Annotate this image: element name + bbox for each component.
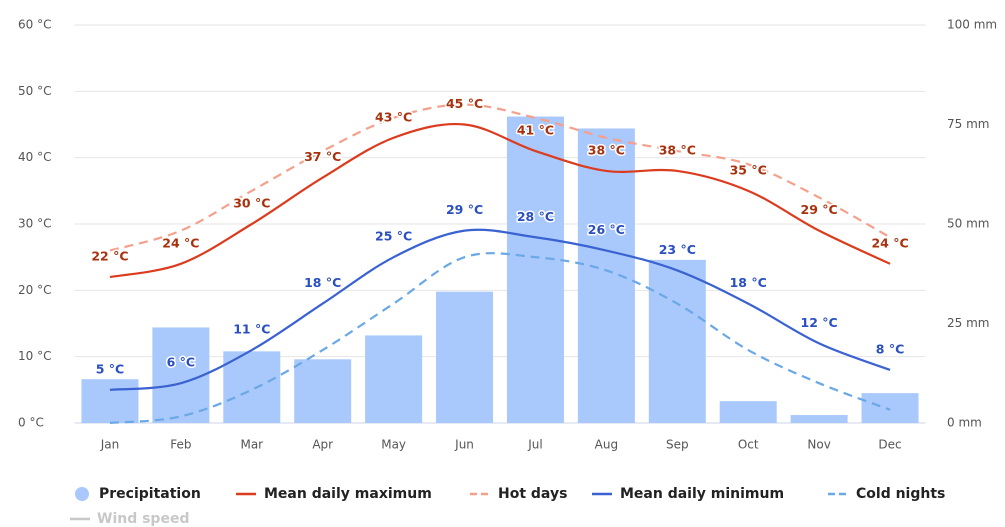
data-label: 5 °C <box>96 361 124 376</box>
x-tick-label: Apr <box>312 438 333 452</box>
data-label: 11 °C <box>233 322 270 337</box>
legend-label: Mean daily maximum <box>264 486 432 502</box>
bar <box>790 415 848 423</box>
bar <box>719 401 777 423</box>
data-label: 22 °C <box>91 249 128 264</box>
data-label: 35 °C <box>730 162 767 177</box>
bar <box>861 393 919 423</box>
x-tick-label: Jul <box>527 438 542 452</box>
bar <box>294 359 352 423</box>
y-tick-label: 20 °C <box>18 283 51 297</box>
bar <box>223 351 281 423</box>
y2-tick-label: 25 mm <box>947 316 989 330</box>
y2-tick-label: 75 mm <box>947 117 989 131</box>
line <box>109 103 891 252</box>
bar <box>365 335 423 423</box>
y2-tick-label: 50 mm <box>947 217 989 231</box>
data-label: 41 °C <box>517 123 554 138</box>
x-tick-label: Sep <box>666 438 689 452</box>
data-label: 18 °C <box>304 275 341 290</box>
data-label: 24 °C <box>162 235 199 250</box>
data-label: 12 °C <box>801 315 838 330</box>
legend-label: Precipitation <box>99 486 201 502</box>
line <box>109 252 891 425</box>
data-label: 29 °C <box>801 202 838 217</box>
data-label: 30 °C <box>233 196 270 211</box>
y-tick-label: 50 °C <box>18 84 51 98</box>
data-label: 37 °C <box>304 149 341 164</box>
data-label: 45 °C <box>446 96 483 111</box>
legend-label: Mean daily minimum <box>620 486 784 502</box>
data-label: 28 °C <box>517 209 554 224</box>
data-label: 38 °C <box>659 142 696 157</box>
y2-tick-label: 100 mm <box>947 18 997 32</box>
legend-label: Cold nights <box>856 486 945 502</box>
data-label: 24 °C <box>871 235 908 250</box>
data-label: 23 °C <box>659 242 696 257</box>
data-label: 26 °C <box>588 222 625 237</box>
bar <box>152 327 210 423</box>
x-tick-label: Feb <box>170 438 191 452</box>
bar <box>81 379 139 423</box>
y-tick-label: 30 °C <box>18 217 51 231</box>
x-tick-label: May <box>381 438 406 452</box>
legend-label: Wind speed <box>97 511 189 527</box>
x-tick-label: Oct <box>738 438 759 452</box>
x-tick-label: Jun <box>454 438 474 452</box>
x-tick-label: Dec <box>878 438 901 452</box>
data-label: 38 °C <box>588 142 625 157</box>
data-label: 8 °C <box>876 341 904 356</box>
line <box>109 122 891 279</box>
legend-label: Hot days <box>498 486 567 502</box>
data-label: 6 °C <box>167 355 195 370</box>
line <box>109 228 891 391</box>
bar <box>648 259 706 423</box>
data-label: 25 °C <box>375 229 412 244</box>
bar <box>506 116 564 423</box>
x-tick-label: Nov <box>807 438 830 452</box>
bar <box>577 128 635 424</box>
y-tick-label: 40 °C <box>18 150 51 164</box>
bar <box>436 291 494 423</box>
data-label: 29 °C <box>446 202 483 217</box>
data-label: 43 °C <box>375 109 412 124</box>
data-label: 18 °C <box>730 275 767 290</box>
y-tick-label: 60 °C <box>18 18 51 32</box>
y-tick-label: 10 °C <box>18 349 51 363</box>
x-tick-label: Jan <box>100 438 120 452</box>
x-tick-label: Mar <box>240 438 263 452</box>
y-tick-label: 0 °C <box>18 416 44 430</box>
legend-symbol <box>75 487 89 501</box>
x-tick-label: Aug <box>595 438 618 452</box>
y2-tick-label: 0 mm <box>947 416 982 430</box>
